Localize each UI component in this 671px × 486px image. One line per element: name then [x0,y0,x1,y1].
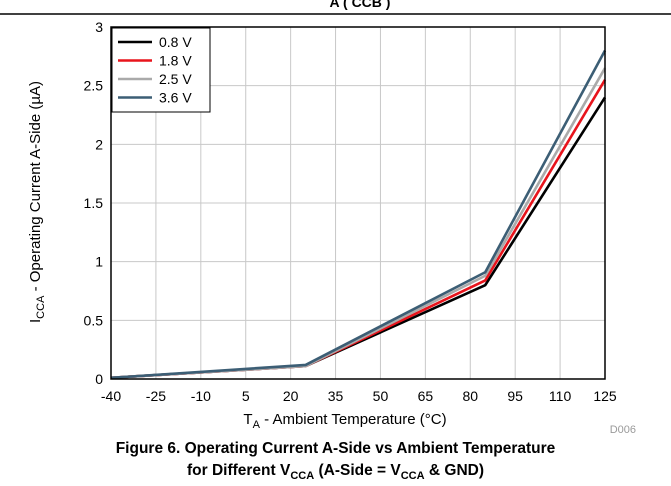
figure-code: D006 [610,424,636,436]
series-line [110,67,607,380]
legend-label: 1.8 V [159,53,192,69]
x-tick-labels: -40 -25 -10 5 20 35 50 65 80 95 110 125 [101,388,617,404]
series-line [110,96,607,380]
x-axis-label: TA - Ambient Temperature (°C) [243,411,446,431]
plot-frame [110,26,606,380]
x-tick-label: -25 [146,388,166,404]
x-tick-label: 5 [242,388,250,404]
x-tick-label: -10 [191,388,211,404]
x-tick-label: 35 [328,388,344,404]
y-tick-label: 3 [95,19,103,35]
caption-line2-suffix: & GND) [424,462,484,479]
caption-line2-mid: (A-Side = V [314,462,401,479]
y-tick-label: 2 [95,136,103,152]
x-tick-label: 50 [373,388,389,404]
x-tick-label: 20 [283,388,299,404]
y-axis-label-rest: - Operating Current A-Side (µA) [27,81,44,296]
series-lines [110,49,607,380]
header-fragment: A ( CCB ) [330,0,391,10]
caption-line2-prefix: for Different V [186,462,291,479]
legend-label: 0.8 V [159,34,192,50]
y-tick-labels: 0 0.5 1 1.5 2 2.5 3 [84,19,104,387]
x-axis-label-main: T [243,411,252,428]
x-tick-label: -40 [101,388,121,404]
legend-label: 3.6 V [159,90,192,106]
series-line [110,79,607,380]
legend: 0.8 V 1.8 V 2.5 V 3.6 V [111,27,211,113]
y-tick-label: 1.5 [84,195,104,211]
y-tick-label: 0 [95,371,103,387]
x-tick-label: 65 [418,388,434,404]
y-axis-label: ICCA - Operating Current A-Side (µA) [27,81,47,323]
y-axis-label-sub: CCA [35,295,47,319]
series-line [110,49,607,380]
figure-caption-line2: for Different VCCA (A-Side = VCCA & GND) [0,462,671,482]
legend-label: 2.5 V [159,71,192,87]
x-tick-label: 110 [549,388,572,404]
caption-line2-sub2: CCA [400,470,425,483]
caption-line2-sub1: CCA [290,470,315,483]
figure-caption-line1: Figure 6. Operating Current A-Side vs Am… [115,440,556,457]
y-axis-label-main: I [27,319,44,323]
x-tick-label: 95 [507,388,523,404]
x-axis-label-sub: A [253,419,261,431]
y-tick-label: 0.5 [84,312,104,328]
x-axis-label-rest: - Ambient Temperature (°C) [260,411,447,428]
x-tick-label: 80 [462,388,478,404]
y-tick-label: 2.5 [84,78,104,94]
x-tick-label: 125 [593,388,617,404]
y-tick-label: 1 [95,254,103,270]
